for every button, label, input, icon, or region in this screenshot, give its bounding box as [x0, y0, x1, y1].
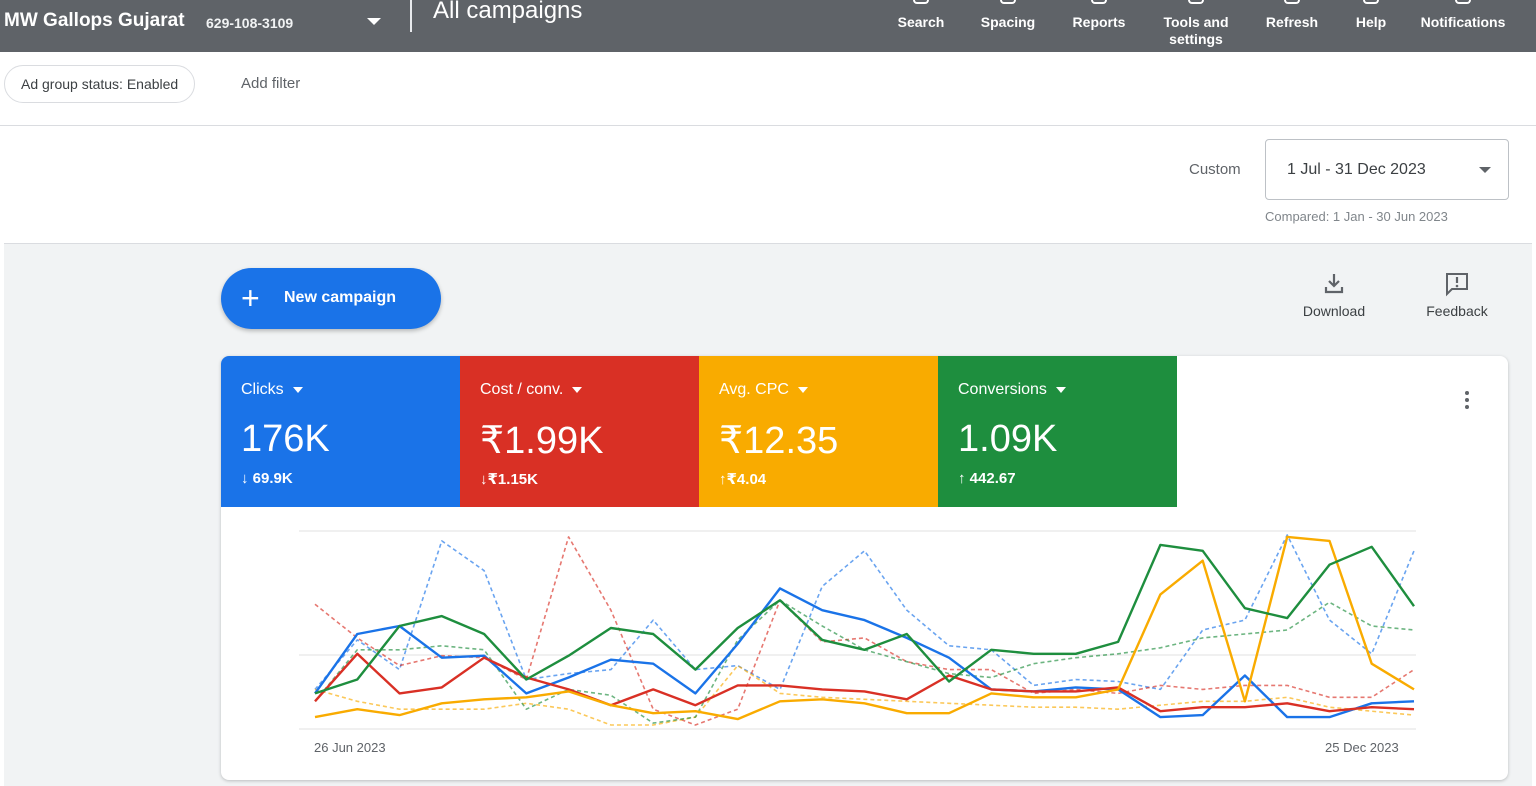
chevron-down-icon[interactable] — [1055, 386, 1066, 393]
date-range-selector[interactable]: 1 Jul - 31 Dec 2023 — [1265, 139, 1509, 200]
bell-icon — [1455, 0, 1471, 4]
reports-tool-label: Reports — [1072, 14, 1126, 30]
page-title: All campaigns — [433, 0, 583, 24]
account-switcher-chevron-down-icon[interactable] — [367, 18, 381, 25]
more-options-icon[interactable] — [1457, 388, 1477, 418]
feedback-label: Feedback — [1426, 303, 1488, 319]
metric-value: 1.09K — [958, 418, 1058, 460]
account-id: 629-108-3109 — [206, 15, 294, 31]
comparison-range-text: Compared: 1 Jan - 30 Jun 2023 — [1265, 209, 1448, 224]
help-button[interactable]: Help — [1350, 0, 1392, 52]
reports-tool-button[interactable]: Reports — [1068, 0, 1130, 52]
plus-icon: + — [241, 280, 260, 316]
metric-tile-cost-per-conversion[interactable]: Cost / conv. ₹1.99K ↓₹1.15K — [460, 356, 699, 507]
series-line-clicks-solid — [314, 587, 1415, 719]
arrow-up-icon: ↑ — [958, 470, 966, 487]
series-line-conversions-solid — [314, 543, 1415, 695]
notifications-label: Notifications — [1420, 14, 1506, 30]
notifications-button[interactable]: Notifications — [1413, 0, 1513, 52]
chevron-down-icon[interactable] — [797, 386, 808, 393]
date-range-value: 1 Jul - 31 Dec 2023 — [1287, 161, 1426, 178]
search-tool-button[interactable]: Search — [893, 0, 949, 52]
add-filter-button[interactable]: Add filter — [241, 75, 301, 92]
series-line-avg-cpc-dashed — [314, 664, 1415, 726]
new-campaign-button[interactable]: + New campaign — [221, 268, 441, 329]
metric-name: Cost / conv. — [480, 381, 583, 399]
arrow-down-icon: ↓ — [480, 471, 488, 488]
metric-name: Avg. CPC — [719, 381, 808, 399]
metric-tile-avg-cpc[interactable]: Avg. CPC ₹12.35 ↑₹4.04 — [699, 356, 938, 507]
series-line-avg-cpc-solid — [314, 535, 1415, 721]
chevron-down-icon[interactable] — [292, 386, 303, 393]
spacing-tool-label: Spacing — [980, 14, 1036, 30]
new-campaign-label: New campaign — [284, 289, 397, 306]
x-axis-end-label: 25 Dec 2023 — [1325, 740, 1399, 755]
download-button[interactable]: Download — [1296, 271, 1372, 319]
date-range-bar: Custom 1 Jul - 31 Dec 2023 Compared: 1 J… — [0, 126, 1536, 243]
download-label: Download — [1302, 303, 1366, 319]
tools-and-settings-label: Tools and settings — [1163, 14, 1229, 47]
chevron-down-icon[interactable] — [572, 386, 583, 393]
metric-name: Clicks — [241, 381, 303, 399]
arrow-down-icon: ↓ — [241, 470, 249, 487]
account-name[interactable]: MW Gallops Gujarat — [4, 10, 185, 31]
metric-value: ₹12.35 — [719, 420, 839, 462]
metric-value: 176K — [241, 418, 330, 460]
feedback-button[interactable]: Feedback — [1419, 271, 1495, 319]
x-axis-start-label: 26 Jun 2023 — [314, 740, 386, 755]
search-icon — [913, 0, 929, 4]
tools-icon — [1188, 0, 1204, 4]
top-app-bar: MW Gallops Gujarat 629-108-3109 All camp… — [0, 0, 1536, 52]
refresh-button[interactable]: Refresh — [1261, 0, 1323, 52]
series-line-cost-conv--solid — [314, 652, 1415, 713]
help-icon — [1363, 0, 1379, 4]
download-icon — [1324, 274, 1344, 294]
performance-chart-card: Clicks 176K ↓ 69.9K Cost / conv. ₹1.99K … — [221, 356, 1508, 780]
refresh-label: Refresh — [1265, 14, 1319, 30]
date-range-type-label: Custom — [1189, 161, 1241, 178]
tools-and-settings-button[interactable]: Tools and settings — [1157, 0, 1235, 52]
arrow-up-icon: ↑ — [719, 471, 727, 488]
metric-delta: ↑₹4.04 — [719, 471, 767, 488]
metric-name: Conversions — [958, 381, 1066, 399]
metric-value: ₹1.99K — [480, 420, 604, 462]
feedback-icon — [1446, 273, 1468, 297]
refresh-icon — [1284, 0, 1300, 4]
ad-group-status-filter-chip[interactable]: Ad group status: Enabled — [4, 65, 196, 103]
search-tool-label: Search — [897, 14, 945, 30]
reports-icon — [1091, 0, 1107, 4]
spacing-icon — [1000, 0, 1016, 4]
help-label: Help — [1355, 14, 1387, 30]
performance-line-chart — [299, 530, 1416, 730]
metric-delta: ↓₹1.15K — [480, 471, 538, 488]
metric-delta: ↑ 442.67 — [958, 470, 1016, 487]
metric-tile-clicks[interactable]: Clicks 176K ↓ 69.9K — [221, 356, 460, 507]
metric-delta: ↓ 69.9K — [241, 470, 293, 487]
header-divider — [410, 0, 412, 32]
series-line-clicks-dashed — [314, 534, 1415, 691]
filter-bar: Ad group status: Enabled Add filter — [0, 52, 1536, 126]
spacing-tool-button[interactable]: Spacing — [976, 0, 1040, 52]
metric-tile-conversions[interactable]: Conversions 1.09K ↑ 442.67 — [938, 356, 1177, 507]
chevron-down-icon — [1479, 167, 1491, 173]
